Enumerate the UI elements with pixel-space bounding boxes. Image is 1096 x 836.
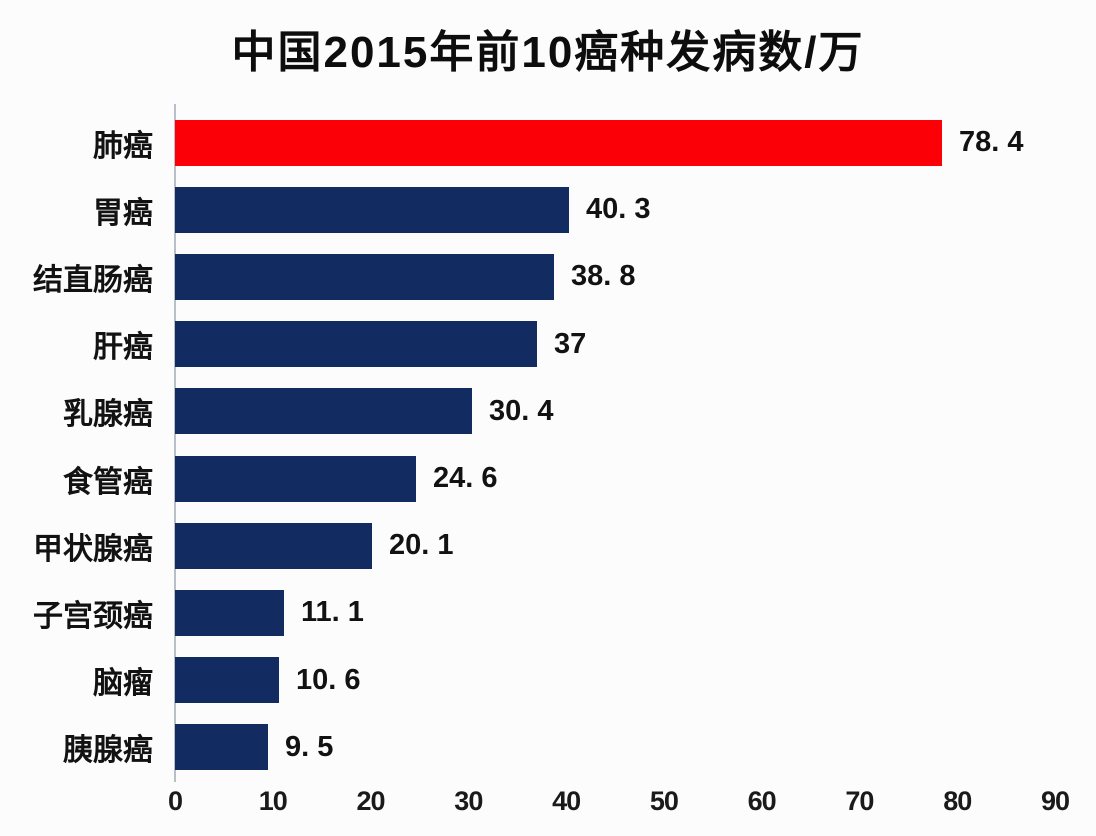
x-axis-tick-label: 60 — [747, 786, 777, 816]
bar-track: 11. 1 — [175, 579, 1096, 646]
bar-track: 10. 6 — [175, 647, 1096, 714]
value-label: 37 — [554, 327, 587, 360]
bar-track: 40. 3 — [175, 176, 1096, 243]
bar-track: 24. 6 — [175, 445, 1096, 512]
category-label: 脑瘤 — [93, 667, 153, 701]
value-label: 11. 1 — [301, 596, 364, 629]
bar — [175, 589, 284, 636]
bar-track: 38. 8 — [175, 243, 1096, 310]
category-label: 子宫颈癌 — [33, 599, 153, 633]
bar-row: 脑瘤 10. 6 — [0, 647, 1096, 714]
value-label: 9. 5 — [285, 730, 334, 763]
bar-track: 37 — [175, 311, 1096, 378]
bar-track: 30. 4 — [175, 378, 1096, 445]
value-label: 78. 4 — [959, 126, 1024, 159]
bar-row: 结直肠癌 38. 8 — [0, 243, 1096, 310]
chart-title: 中国2015年前10癌种发病数/万 — [231, 28, 865, 77]
bar-row: 胰腺癌 9. 5 — [0, 714, 1096, 781]
bar-rows: 肺癌 78. 4 胃癌 40. 3 结直肠癌 38. 8 肝癌 37 乳腺癌 3… — [0, 109, 1096, 781]
bar — [175, 186, 569, 233]
bar — [175, 724, 268, 771]
x-axis-tick-label: 90 — [1040, 786, 1070, 816]
category-label: 甲状腺癌 — [33, 532, 153, 566]
bar — [175, 321, 537, 368]
x-axis-tick-label: 80 — [943, 786, 972, 816]
y-axis-line — [174, 104, 176, 782]
bar-track: 9. 5 — [175, 714, 1096, 781]
x-axis-tick-label: 10 — [258, 786, 288, 816]
bar — [175, 253, 554, 300]
value-label: 20. 1 — [389, 529, 454, 562]
category-label: 肺癌 — [93, 129, 153, 163]
value-label: 38. 8 — [571, 260, 636, 293]
value-label: 30. 4 — [489, 394, 554, 427]
x-axis-tick-label: 20 — [356, 786, 386, 816]
x-axis-tick-label: 30 — [454, 786, 483, 816]
bar-row: 胃癌 40. 3 — [0, 176, 1096, 243]
bar-row: 子宫颈癌 11. 1 — [0, 579, 1096, 646]
category-label: 食管癌 — [63, 465, 153, 499]
bar — [175, 522, 372, 569]
bar — [175, 657, 279, 704]
value-label: 40. 3 — [586, 193, 651, 226]
x-axis: 0 10 20 30 40 50 60 70 80 90 — [0, 786, 1096, 826]
value-label: 24. 6 — [433, 462, 498, 495]
bar — [175, 388, 472, 435]
bar-track: 20. 1 — [175, 512, 1096, 579]
bar-row: 甲状腺癌 20. 1 — [0, 512, 1096, 579]
bar-row: 肝癌 37 — [0, 311, 1096, 378]
category-label: 结直肠癌 — [33, 263, 153, 297]
x-axis-tick-label: 70 — [845, 786, 874, 816]
x-axis-tick-label: 40 — [552, 786, 581, 816]
bar-row: 肺癌 78. 4 — [0, 109, 1096, 176]
bar-row: 乳腺癌 30. 4 — [0, 378, 1096, 445]
bar — [175, 119, 942, 166]
bar — [175, 455, 416, 502]
value-label: 10. 6 — [296, 663, 361, 696]
category-label: 胃癌 — [93, 196, 153, 230]
x-axis-tick-label: 50 — [649, 786, 679, 816]
bar-row: 食管癌 24. 6 — [0, 445, 1096, 512]
category-label: 乳腺癌 — [63, 398, 153, 432]
bar-track: 78. 4 — [175, 109, 1096, 176]
category-label: 胰腺癌 — [63, 734, 153, 768]
category-label: 肝癌 — [93, 331, 153, 365]
x-axis-tick-label: 0 — [167, 786, 183, 816]
